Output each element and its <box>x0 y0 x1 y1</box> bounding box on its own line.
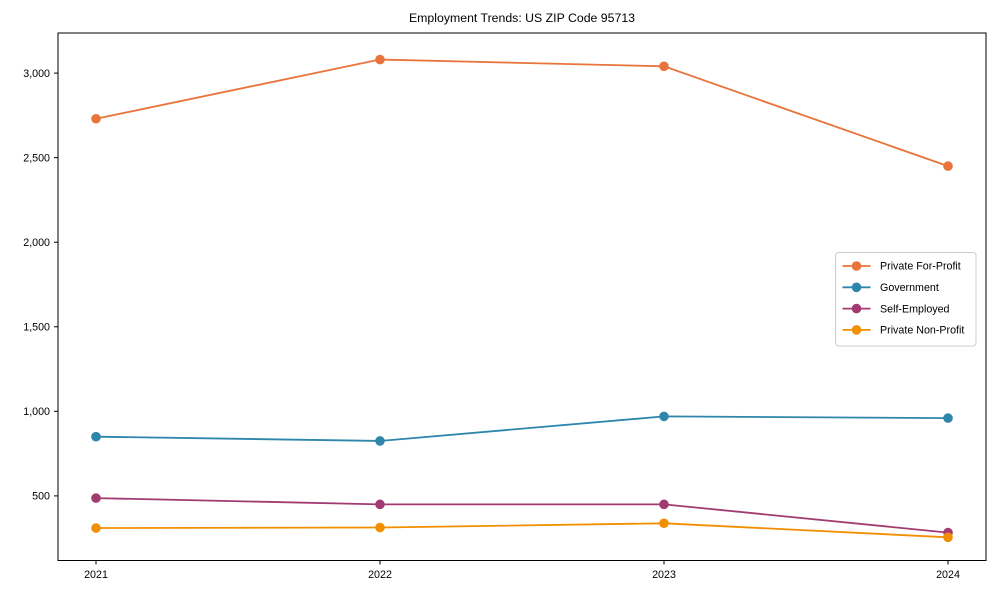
x-tick-label: 2023 <box>652 569 676 581</box>
data-point-government <box>659 411 669 422</box>
data-point-government <box>943 413 953 423</box>
legend-sample-marker-self-employed <box>851 303 862 314</box>
y-tick-label: 3,000 <box>23 68 50 80</box>
series-line-government <box>95 415 949 442</box>
legend-label-private-for-profit: Private For-Profit <box>880 261 961 273</box>
data-point-private-non-profit <box>91 523 101 533</box>
data-point-government <box>375 436 385 446</box>
data-point-government <box>91 431 101 442</box>
data-point-private-non-profit <box>375 522 385 533</box>
data-point-self-employed <box>659 499 669 510</box>
data-point-self-employed <box>91 493 101 503</box>
series-line-private-for-profit <box>95 58 949 167</box>
data-point-private-non-profit <box>659 518 669 529</box>
plot-area: 500 1,000 1,500 2,000 2,500 3,000 2021 2022 2023… <box>23 32 987 581</box>
y-tick-label: 1,000 <box>23 406 50 418</box>
data-point-private-for-profit <box>91 113 101 124</box>
legend-label-private-non-profit: Private Non-Profit <box>880 325 964 337</box>
y-tick-label: 500 <box>32 491 50 503</box>
legend-label-self-employed: Self-Employed <box>880 303 950 315</box>
y-tick-label: 2,500 <box>23 152 50 164</box>
data-point-private-for-profit <box>943 161 953 171</box>
x-tick-label: 2021 <box>84 569 108 581</box>
data-point-self-employed <box>375 499 385 510</box>
series-line-self-employed <box>95 497 949 534</box>
legend-sample-marker-government <box>851 282 862 293</box>
series-line-private-non-profit <box>95 522 949 539</box>
data-point-private-for-profit <box>659 61 669 72</box>
plot-border <box>57 32 987 561</box>
data-point-private-non-profit <box>943 532 953 543</box>
legend-sample-marker-private-for-profit <box>851 261 862 271</box>
legend-label-government: Government <box>880 282 939 294</box>
legend-box <box>835 252 977 347</box>
x-tick-label: 2024 <box>936 569 960 581</box>
chart-title: Employment Trends: US ZIP Code 95713 <box>409 11 635 25</box>
x-tick-label: 2022 <box>368 569 392 581</box>
y-tick-label: 2,000 <box>23 237 50 249</box>
data-point-private-for-profit <box>375 54 385 65</box>
y-tick-label: 1,500 <box>23 321 50 333</box>
legend-sample-marker-private-non-profit <box>851 325 862 335</box>
